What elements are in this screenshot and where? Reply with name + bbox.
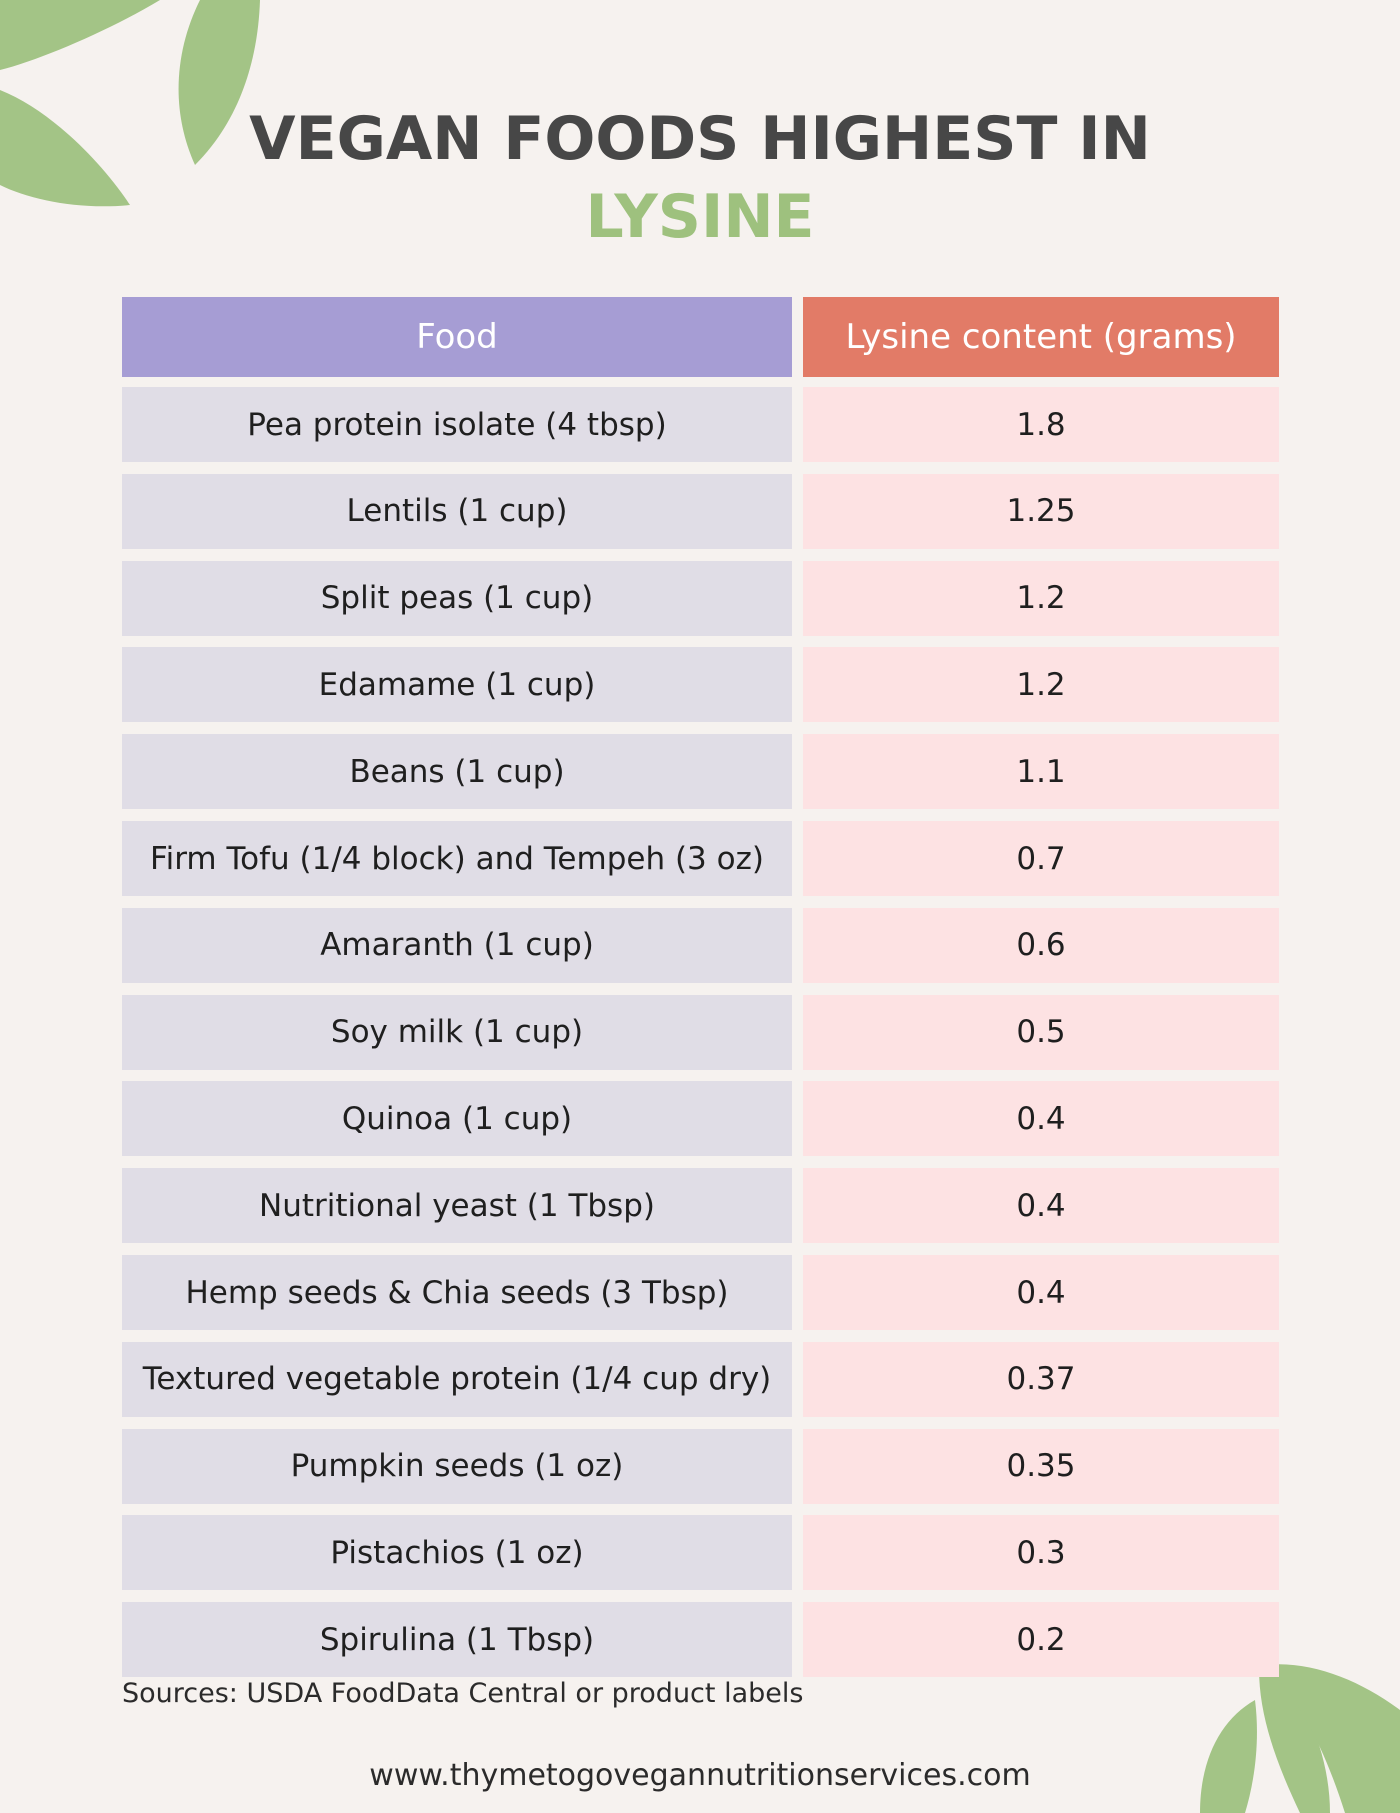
leaf-shape	[1265, 1664, 1400, 1813]
table-row: Lentils (1 cup) 1.25	[122, 473, 1279, 549]
title-line-2-lysine: LYSINE	[585, 182, 815, 252]
lysine-value-cell: 1.2	[803, 560, 1279, 636]
table-row: Quinoa (1 cup) 0.4	[122, 1081, 1279, 1157]
table-row: Hemp seeds & Chia seeds (3 Tbsp) 0.4	[122, 1255, 1279, 1330]
lysine-value-cell: 0.5	[803, 994, 1279, 1070]
table-row: Soy milk (1 cup) 0.5	[122, 994, 1279, 1070]
lysine-value-cell: 0.35	[803, 1428, 1279, 1504]
lysine-value-cell: 1.2	[803, 647, 1279, 723]
table-row: Split peas (1 cup) 1.2	[122, 560, 1279, 636]
food-cell: Hemp seeds & Chia seeds (3 Tbsp)	[122, 1255, 792, 1330]
leaf-shape	[1200, 1700, 1257, 1813]
leaf-shape	[1259, 1650, 1330, 1813]
website-url: www.thymetogovegannutritionservices.com	[369, 1758, 1031, 1793]
food-cell: Lentils (1 cup)	[122, 473, 792, 549]
leaf-shape	[0, 90, 130, 207]
lysine-value-cell: 0.2	[803, 1602, 1279, 1678]
table-row: Spirulina (1 Tbsp) 0.2	[122, 1602, 1279, 1678]
table-header-row: Food Lysine content (grams)	[122, 297, 1279, 377]
food-cell: Pumpkin seeds (1 oz)	[122, 1428, 792, 1504]
food-cell: Quinoa (1 cup)	[122, 1081, 792, 1157]
food-cell: Beans (1 cup)	[122, 734, 792, 810]
header-lysine-content: Lysine content (grams)	[803, 297, 1279, 377]
food-cell: Amaranth (1 cup)	[122, 907, 792, 983]
lysine-value-cell: 1.25	[803, 473, 1279, 549]
lysine-value-cell: 0.37	[803, 1341, 1279, 1417]
lysine-value-cell: 0.7	[803, 821, 1279, 896]
table-row: Pea protein isolate (4 tbsp) 1.8	[122, 387, 1279, 462]
leaf-decoration-bottom-right	[1200, 1650, 1400, 1813]
lysine-value-cell: 0.4	[803, 1168, 1279, 1244]
lysine-value-cell: 1.1	[803, 734, 1279, 810]
leaf-shape	[178, 0, 260, 165]
lysine-value-cell: 0.3	[803, 1515, 1279, 1591]
food-cell: Nutritional yeast (1 Tbsp)	[122, 1168, 792, 1244]
leaf-decoration-top-left	[0, 0, 260, 207]
food-cell: Edamame (1 cup)	[122, 647, 792, 723]
lysine-value-cell: 0.4	[803, 1255, 1279, 1330]
table-row: Firm Tofu (1/4 block) and Tempeh (3 oz) 0…	[122, 821, 1279, 896]
leaf-shape	[0, 0, 160, 70]
table-row: Edamame (1 cup) 1.2	[122, 647, 1279, 723]
table-row: Beans (1 cup) 1.1	[122, 734, 1279, 810]
food-cell: Pistachios (1 oz)	[122, 1515, 792, 1591]
title-line-1: VEGAN FOODS HIGHEST IN	[249, 104, 1151, 174]
sources-note: Sources: USDA FoodData Central or produc…	[122, 1678, 804, 1709]
table-row: Pumpkin seeds (1 oz) 0.35	[122, 1428, 1279, 1504]
food-cell: Pea protein isolate (4 tbsp)	[122, 387, 792, 462]
food-cell: Soy milk (1 cup)	[122, 994, 792, 1070]
table-row: Textured vegetable protein (1/4 cup dry)…	[122, 1341, 1279, 1417]
table-row: Pistachios (1 oz) 0.3	[122, 1515, 1279, 1591]
food-cell: Firm Tofu (1/4 block) and Tempeh (3 oz)	[122, 821, 792, 896]
table-row: Amaranth (1 cup) 0.6	[122, 907, 1279, 983]
lysine-value-cell: 1.8	[803, 387, 1279, 462]
header-food: Food	[122, 297, 792, 377]
lysine-value-cell: 0.4	[803, 1081, 1279, 1157]
lysine-value-cell: 0.6	[803, 907, 1279, 983]
food-cell: Textured vegetable protein (1/4 cup dry)	[122, 1341, 792, 1417]
food-cell: Spirulina (1 Tbsp)	[122, 1602, 792, 1678]
page-title: VEGAN FOODS HIGHEST IN LYSINE	[0, 100, 1400, 256]
table-row: Nutritional yeast (1 Tbsp) 0.4	[122, 1168, 1279, 1244]
food-cell: Split peas (1 cup)	[122, 560, 792, 636]
